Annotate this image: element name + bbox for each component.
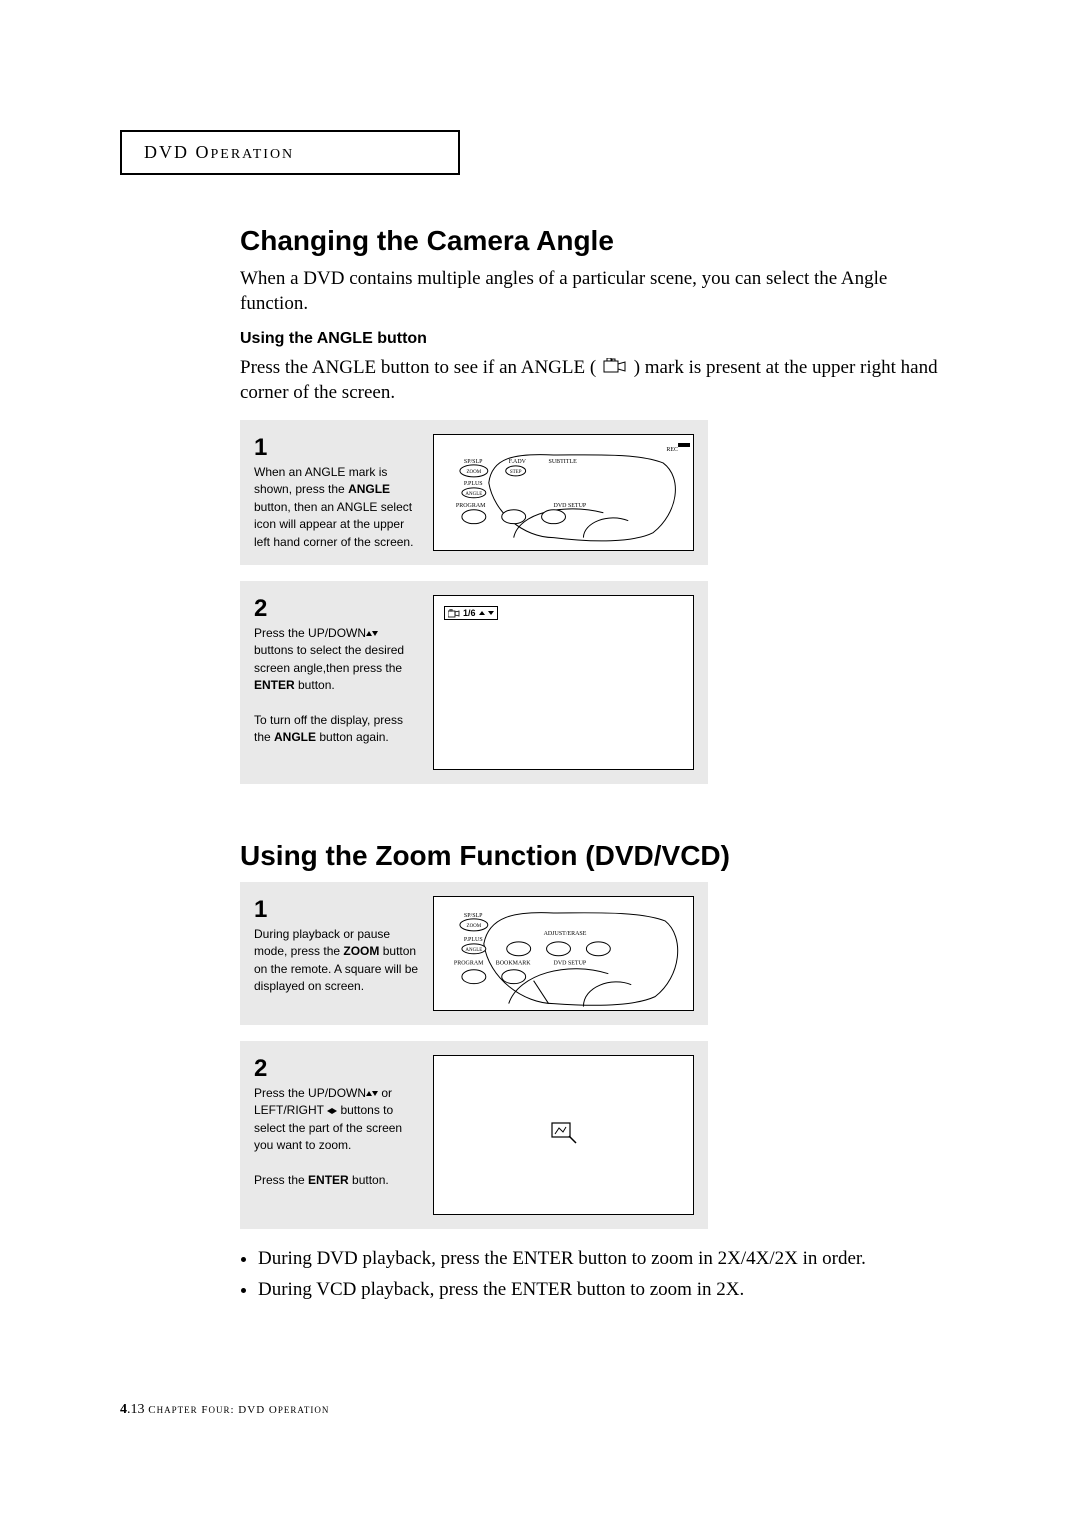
step-desc: Press the UP/DOWN or LEFT/RIGHT buttons … — [254, 1085, 419, 1189]
bullet-item: During DVD playback, press the ENTER but… — [258, 1245, 960, 1274]
remote-illustration: SP/SLP ZOOM P.PLUS ADJUST/ERASE ANGLE PR… — [433, 896, 694, 1011]
header-label: DVD OPERATION — [144, 142, 294, 162]
svg-text:ADJUST/ERASE: ADJUST/ERASE — [544, 931, 587, 937]
svg-text:ZOOM: ZOOM — [467, 924, 482, 929]
remote-svg-1: REC SP/SLP F.ADV SUBTITLE ZOOM STEP P.PLUS… — [434, 443, 693, 543]
section1-step2: 2 Press the UP/DOWN buttons to select th… — [240, 581, 708, 784]
angle-osd: 1/6 — [444, 606, 498, 620]
svg-text:SUBTITLE: SUBTITLE — [549, 459, 578, 465]
screen-illustration — [433, 1055, 694, 1215]
svg-text:ANGLE: ANGLE — [465, 948, 482, 953]
svg-text:SP/SLP: SP/SLP — [464, 459, 483, 465]
screen-illustration: 1/6 — [433, 595, 694, 770]
step-number: 2 — [254, 1055, 419, 1083]
section2-step1: 1 During playback or pause mode, press t… — [240, 882, 708, 1025]
section2-title: Using the Zoom Function (DVD/VCD) — [240, 840, 960, 872]
bullet-item: During VCD playback, press the ENTER but… — [258, 1276, 960, 1305]
osd-value: 1/6 — [463, 608, 476, 618]
zoom-square-icon — [551, 1122, 577, 1149]
remote-svg-2: SP/SLP ZOOM P.PLUS ADJUST/ERASE ANGLE PR… — [434, 899, 693, 1009]
step-number: 1 — [254, 896, 419, 924]
camera-icon — [448, 609, 460, 618]
header-box: DVD OPERATION — [120, 130, 460, 175]
step-desc: Press the UP/DOWN buttons to select the … — [254, 625, 419, 747]
down-icon — [488, 611, 494, 615]
svg-text:PROGRAM: PROGRAM — [456, 502, 486, 508]
svg-text:P.PLUS: P.PLUS — [464, 481, 483, 487]
svg-text:REC: REC — [666, 447, 678, 453]
up-icon — [479, 611, 485, 615]
section2-step2: 2 Press the UP/DOWN or LEFT/RIGHT button… — [240, 1041, 708, 1229]
svg-text:P.PLUS: P.PLUS — [464, 937, 483, 943]
svg-text:ZOOM: ZOOM — [467, 470, 482, 475]
section1-title: Changing the Camera Angle — [240, 225, 960, 257]
page-footer: 4.13 CHAPTER FOUR: DVD OPERATION — [120, 1402, 329, 1418]
down-icon — [372, 631, 378, 636]
svg-text:STEP: STEP — [510, 470, 522, 475]
step-desc: During playback or pause mode, press the… — [254, 926, 419, 996]
section1-subhead: Using the ANGLE button — [240, 330, 960, 348]
svg-text:PROGRAM: PROGRAM — [454, 960, 484, 966]
section2-bullets: During DVD playback, press the ENTER but… — [240, 1245, 960, 1304]
section1-body-before: Press the ANGLE button to see if an ANGL… — [240, 357, 601, 378]
step-number: 2 — [254, 595, 419, 623]
svg-text:BOOKMARK: BOOKMARK — [496, 960, 532, 966]
section1-step1: 1 When an ANGLE mark is shown, press the… — [240, 420, 708, 565]
camera-angle-icon — [603, 357, 627, 382]
svg-text:SP/SLP: SP/SLP — [464, 913, 483, 919]
section1-intro: When a DVD contains multiple angles of a… — [240, 267, 960, 316]
svg-text:ANGLE: ANGLE — [465, 492, 482, 497]
svg-text:DVD SETUP: DVD SETUP — [554, 502, 587, 508]
svg-text:DVD SETUP: DVD SETUP — [554, 960, 587, 966]
remote-illustration: REC SP/SLP F.ADV SUBTITLE ZOOM STEP P.PLUS… — [433, 434, 694, 551]
svg-text:F.ADV: F.ADV — [509, 459, 527, 465]
step-desc: When an ANGLE mark is shown, press the A… — [254, 464, 419, 551]
section1-body: Press the ANGLE button to see if an ANGL… — [240, 356, 960, 406]
step-number: 1 — [254, 434, 419, 462]
